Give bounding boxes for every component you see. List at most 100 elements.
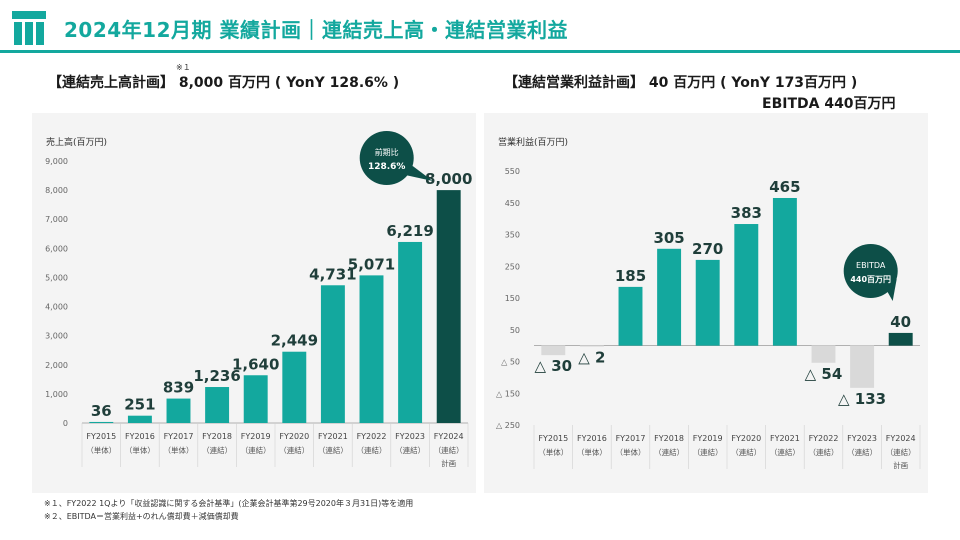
- x-tick-sublabel: （連結）: [357, 445, 387, 455]
- operating-profit-chart-panel: 営業利益(百万円) △ 250 △ 150 △ 50 50 150 250 350 450 550…: [484, 113, 928, 493]
- y-tick-label: 2,000: [45, 361, 68, 370]
- data-label: 305: [653, 229, 684, 247]
- data-label: 465: [769, 178, 800, 196]
- x-tick-sublabel: （連結）: [241, 445, 271, 455]
- x-tick-sublabel: （単体）: [616, 447, 646, 457]
- bar: [772, 197, 797, 346]
- callout-bubble: [359, 131, 414, 185]
- bar: [541, 345, 566, 356]
- y-axis-label: 売上高(百万円): [46, 136, 107, 148]
- footnote-2: ※２、EBITDA＝営業利益+のれん償却費＋減価償却費: [44, 512, 239, 521]
- x-tick-label: FY2021: [770, 434, 800, 443]
- bar: [734, 224, 759, 346]
- bar: [320, 285, 345, 423]
- x-tick-sublabel-plan: 計画: [893, 460, 908, 470]
- x-tick-sublabel: （連結）: [693, 447, 723, 457]
- operating-profit-chart: 営業利益(百万円) △ 250 △ 150 △ 50 50 150 250 350 450 550…: [496, 136, 921, 470]
- x-tick-label: FY2016: [125, 432, 155, 441]
- y-axis-label: 営業利益(百万円): [498, 136, 568, 148]
- x-tick-label: FY2020: [279, 432, 309, 441]
- x-tick-sublabel: （単体）: [125, 445, 155, 455]
- data-label: 185: [615, 267, 646, 285]
- data-label: △ 133: [838, 390, 886, 408]
- x-tick-sublabel: （単体）: [538, 447, 568, 457]
- x-tick-label: FY2022: [809, 434, 839, 443]
- x-tick-sublabel: （連結）: [886, 447, 916, 457]
- data-label: 251: [124, 396, 155, 414]
- x-tick-sublabel: （連結）: [202, 445, 232, 455]
- x-tick-label: FY2017: [616, 434, 646, 443]
- bar: [243, 375, 268, 423]
- y-tick-label: 350: [505, 231, 520, 240]
- data-label: △ 2: [578, 349, 605, 367]
- title-divider: [0, 50, 960, 53]
- callout-label-line2: 440百万円: [850, 275, 891, 284]
- data-label: 40: [890, 313, 911, 331]
- y-tick-label: 0: [63, 419, 68, 428]
- x-tick-label: FY2021: [318, 432, 348, 441]
- y-tick-label: 4,000: [45, 303, 68, 312]
- sales-chart-panel: 売上高(百万円) 0 1,000 2,000 3,000 4,000 5,000 6,000 7…: [32, 113, 476, 493]
- right-subtitle-line2: EBITDA 440百万円: [762, 96, 896, 112]
- x-tick-label: FY2024: [886, 434, 916, 443]
- data-label: 36: [91, 402, 112, 420]
- data-label: 6,219: [386, 222, 433, 240]
- bar: [657, 248, 682, 346]
- bar: [618, 286, 643, 346]
- x-tick-label: FY2019: [241, 432, 271, 441]
- x-tick-sublabel: （連結）: [847, 447, 877, 457]
- bar: [579, 345, 604, 347]
- bar: [436, 190, 461, 423]
- x-tick-sublabel: （連結）: [770, 447, 800, 457]
- callout-label-line1: EBITDA: [856, 261, 886, 270]
- y-tick-label: 6,000: [45, 244, 68, 253]
- x-tick-label: FY2016: [577, 434, 607, 443]
- logo-bar-top: [12, 11, 46, 19]
- data-label: 839: [163, 379, 194, 397]
- data-label: 383: [731, 204, 762, 222]
- y-tick-label: 150: [505, 294, 520, 303]
- y-tick-label: 550: [505, 167, 520, 176]
- sales-chart: 売上高(百万円) 0 1,000 2,000 3,000 4,000 5,000 6,000 7…: [45, 131, 472, 468]
- logo-bar-middle: [25, 22, 33, 45]
- y-tick-label: 50: [510, 326, 520, 335]
- x-tick-sublabel: （単体）: [577, 447, 607, 457]
- y-tick-label: △ 50: [501, 358, 520, 367]
- data-label: 2,449: [271, 332, 318, 350]
- x-tick-sublabel: （連結）: [279, 445, 309, 455]
- data-label: △ 54: [805, 365, 843, 383]
- data-label: 1,640: [232, 355, 279, 373]
- bar: [695, 259, 720, 346]
- y-tick-label: 5,000: [45, 273, 68, 282]
- data-label: 1,236: [193, 367, 240, 385]
- y-tick-label: 9,000: [45, 157, 68, 166]
- bar: [850, 345, 875, 388]
- bar: [89, 421, 114, 423]
- left-subtitle-note-mark: ※１: [176, 63, 191, 72]
- bar: [166, 398, 191, 423]
- x-tick-sublabel: （連結）: [731, 447, 761, 457]
- y-tick-label: 8,000: [45, 186, 68, 195]
- company-logo: [12, 11, 46, 45]
- x-tick-sublabel-plan: 計画: [441, 458, 456, 468]
- right-subtitle-line1: 【連結営業利益計画】 40 百万円 ( YonY 173百万円 ): [504, 75, 858, 91]
- x-tick-label: FY2020: [731, 434, 761, 443]
- bar: [205, 387, 230, 423]
- y-tick-label: 1,000: [45, 390, 68, 399]
- bar: [282, 351, 307, 423]
- x-tick-label: FY2015: [86, 432, 116, 441]
- x-tick-label: FY2023: [395, 432, 425, 441]
- x-tick-sublabel: （連結）: [395, 445, 425, 455]
- footnote-1: ※１、FY2022 1Qより「収益認識に関する会計基準」(企業会計基準第29号2…: [44, 499, 414, 508]
- y-tick-label: △ 150: [496, 389, 520, 398]
- bar: [811, 345, 836, 363]
- x-tick-sublabel: （連結）: [809, 447, 839, 457]
- callout-label-line1: 前期比: [375, 147, 399, 157]
- logo-bar-right: [36, 22, 44, 45]
- y-tick-label: 7,000: [45, 215, 68, 224]
- x-tick-label: FY2015: [538, 434, 568, 443]
- x-tick-sublabel: （連結）: [434, 445, 464, 455]
- y-tick-label: 250: [505, 262, 520, 271]
- callout-bubble: [843, 244, 898, 298]
- x-tick-label: FY2018: [202, 432, 232, 441]
